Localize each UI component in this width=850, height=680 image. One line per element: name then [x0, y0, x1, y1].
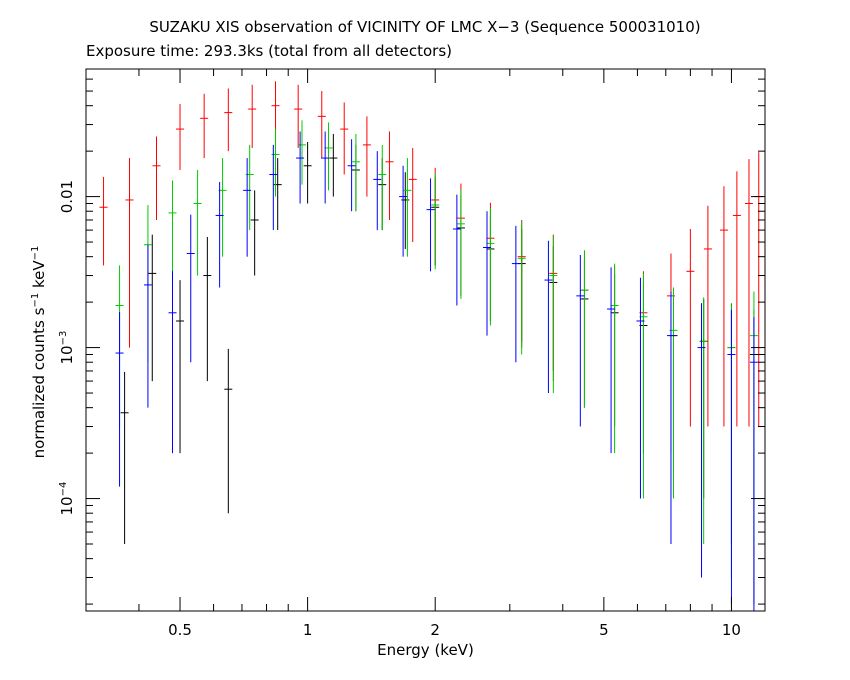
data-point	[143, 244, 152, 408]
series-layer	[99, 81, 763, 611]
data-point	[385, 131, 394, 220]
data-point	[719, 186, 728, 427]
data-point	[215, 181, 224, 288]
data-point	[697, 303, 706, 578]
data-point	[744, 159, 753, 427]
series-1	[99, 81, 763, 454]
data-point	[373, 151, 382, 231]
data-point	[362, 116, 371, 197]
data-point	[486, 208, 495, 326]
data-point	[248, 84, 257, 148]
data-point	[224, 88, 233, 152]
data-point	[271, 129, 280, 197]
chart-title: SUZAKU XIS observation of VICINITY OF LM…	[149, 18, 701, 36]
data-point	[200, 93, 209, 159]
data-point	[607, 267, 616, 454]
data-point	[125, 158, 134, 348]
x-tick-label: 1	[303, 621, 313, 639]
data-point	[576, 255, 585, 427]
data-point	[511, 225, 520, 363]
data-point	[203, 236, 212, 382]
data-point	[193, 170, 202, 276]
data-point	[115, 312, 124, 487]
x-axis-label: Energy (keV)	[377, 641, 474, 659]
data-point	[317, 91, 326, 159]
data-point	[699, 297, 708, 545]
data-point	[329, 133, 338, 197]
y-tick-label: 10−3	[58, 331, 76, 365]
data-point	[399, 165, 408, 257]
data-point	[176, 104, 185, 171]
data-point	[482, 211, 491, 336]
data-point	[269, 144, 278, 231]
data-point	[580, 250, 589, 408]
data-point	[296, 131, 305, 204]
data-point	[754, 152, 763, 427]
data-point	[378, 144, 387, 231]
data-point	[176, 280, 185, 454]
data-point	[298, 120, 307, 185]
data-point	[120, 371, 129, 545]
chart-subtitle: Exposure time: 293.3ks (total from all d…	[86, 42, 453, 60]
data-point	[250, 190, 259, 276]
data-point	[152, 136, 161, 220]
data-point	[294, 84, 303, 148]
data-point	[99, 176, 108, 266]
series-3	[115, 131, 758, 611]
y-axis-label-main: normalized counts s	[30, 307, 48, 458]
data-point	[431, 173, 440, 270]
series-2	[115, 120, 758, 578]
data-point	[321, 131, 330, 204]
data-point	[168, 271, 177, 454]
x-tick-label: 5	[599, 621, 609, 639]
data-point	[549, 235, 558, 394]
data-point	[456, 189, 465, 299]
series-0	[120, 133, 758, 605]
data-point	[243, 158, 252, 257]
data-point	[148, 234, 157, 382]
data-point	[544, 240, 553, 394]
data-point	[324, 122, 333, 191]
x-tick-label: 10	[722, 621, 741, 639]
data-point	[703, 205, 712, 427]
y-axis-label: normalized counts s−1 keV−1	[30, 246, 48, 459]
data-point	[168, 180, 177, 281]
data-point	[340, 102, 349, 175]
data-point	[224, 348, 233, 514]
y-tick-label: 0.01	[58, 180, 76, 213]
plot-frame	[85, 68, 766, 612]
data-point	[636, 277, 645, 499]
y-axis-label-unit: keV	[30, 260, 48, 293]
y-tick-label: 10−4	[58, 482, 76, 516]
data-point	[727, 309, 736, 605]
data-point	[749, 317, 758, 611]
data-point	[303, 141, 312, 204]
y-axis-label-exp1: −1	[30, 293, 41, 308]
y-axis-label-exp2: −1	[30, 246, 41, 261]
data-point	[351, 133, 360, 212]
tick-layer: 0.5 1 2 5 10 0.01 10−3 10−4	[58, 68, 765, 639]
x-tick-label: 2	[430, 621, 440, 639]
data-point	[517, 220, 526, 355]
data-point	[426, 178, 435, 272]
data-point	[408, 147, 417, 243]
data-point	[403, 158, 412, 257]
data-point	[347, 139, 356, 212]
x-tick-label: 0.5	[168, 621, 192, 639]
data-point	[732, 171, 741, 427]
data-point	[610, 263, 619, 454]
data-point	[452, 194, 461, 306]
data-point	[401, 172, 410, 249]
data-point	[186, 214, 195, 363]
data-point	[666, 291, 675, 545]
data-point	[273, 158, 282, 231]
data-point	[686, 229, 695, 427]
